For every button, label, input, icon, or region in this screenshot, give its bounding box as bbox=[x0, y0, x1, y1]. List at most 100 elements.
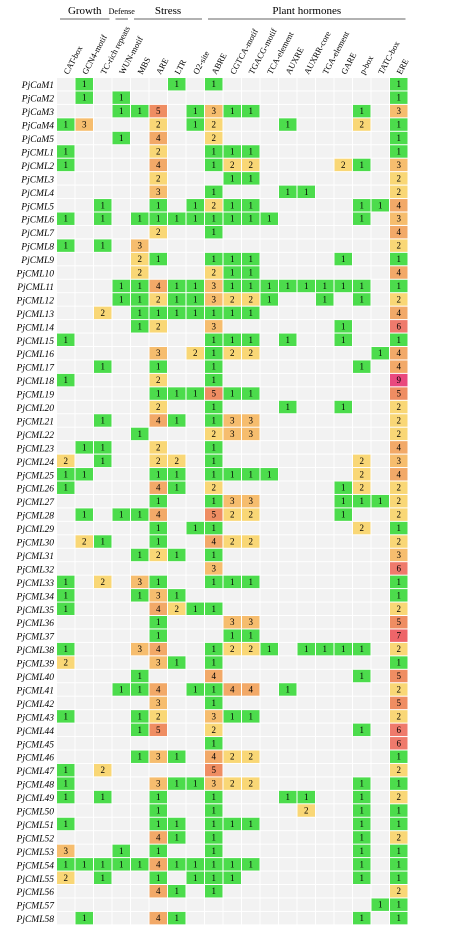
heatmap-cell bbox=[242, 239, 260, 252]
heatmap-cell bbox=[371, 710, 389, 723]
heatmap-cell bbox=[316, 683, 334, 696]
heatmap-cell bbox=[371, 360, 389, 373]
heatmap-cell bbox=[334, 158, 352, 172]
heatmap-cell bbox=[205, 508, 223, 521]
heatmap-cell bbox=[205, 320, 223, 333]
heatmap-cell bbox=[112, 78, 130, 91]
cell-value: 4 bbox=[156, 281, 161, 291]
cell-value: 1 bbox=[212, 375, 217, 385]
heatmap-cell bbox=[186, 104, 204, 118]
heatmap-cell bbox=[242, 521, 260, 535]
heatmap-cell bbox=[334, 898, 352, 911]
heatmap-cell bbox=[297, 347, 315, 360]
heatmap-cell bbox=[242, 589, 260, 602]
cell-value: 1 bbox=[193, 106, 198, 116]
cell-value: 2 bbox=[156, 321, 161, 331]
cell-value: 1 bbox=[175, 832, 180, 842]
heatmap-cell bbox=[205, 710, 223, 723]
heatmap-cell bbox=[75, 844, 93, 858]
heatmap-cell bbox=[260, 252, 278, 266]
cell-value: 1 bbox=[360, 160, 365, 170]
heatmap-cell bbox=[316, 817, 334, 831]
heatmap-cell bbox=[57, 239, 75, 252]
heatmap-cell bbox=[94, 710, 112, 723]
heatmap-cell bbox=[242, 145, 260, 158]
heatmap-cell bbox=[94, 723, 112, 737]
column-label: GARE bbox=[339, 51, 359, 76]
heatmap-cell bbox=[112, 279, 130, 293]
heatmap-cell bbox=[94, 790, 112, 804]
heatmap-cell bbox=[186, 844, 204, 858]
heatmap-cell bbox=[371, 763, 389, 777]
heatmap-cell bbox=[94, 239, 112, 252]
cell-value: 6 bbox=[397, 725, 402, 735]
cell-value: 1 bbox=[230, 214, 235, 224]
heatmap-cell bbox=[57, 293, 75, 306]
heatmap-cell bbox=[371, 293, 389, 306]
heatmap-cell bbox=[242, 898, 260, 911]
heatmap-cell bbox=[316, 333, 334, 346]
cell-value: 7 bbox=[397, 631, 402, 641]
heatmap-cell bbox=[334, 763, 352, 777]
heatmap-cell bbox=[223, 494, 241, 508]
heatmap-cell bbox=[131, 158, 149, 172]
heatmap-cell bbox=[205, 844, 223, 858]
heatmap-cell bbox=[353, 387, 371, 400]
heatmap-cell bbox=[186, 78, 204, 91]
heatmap-cell bbox=[149, 225, 167, 239]
group-label: Plant hormones bbox=[272, 5, 341, 17]
cell-value: 2 bbox=[230, 779, 235, 789]
heatmap-cell bbox=[242, 118, 260, 131]
heatmap-cell bbox=[316, 78, 334, 91]
cell-value: 1 bbox=[193, 120, 198, 130]
cell-value: 1 bbox=[286, 402, 291, 412]
cell-value: 3 bbox=[249, 429, 254, 439]
heatmap-cell bbox=[353, 790, 371, 804]
heatmap-cell bbox=[168, 320, 186, 333]
heatmap-cell bbox=[57, 387, 75, 400]
heatmap-cell bbox=[279, 252, 297, 266]
heatmap-cell bbox=[316, 911, 334, 925]
heatmap-cell bbox=[279, 266, 297, 279]
heatmap-cell bbox=[112, 414, 130, 427]
heatmap-cell bbox=[223, 817, 241, 831]
heatmap-cell bbox=[260, 885, 278, 898]
heatmap-cell bbox=[260, 696, 278, 710]
cell-value: 1 bbox=[175, 913, 180, 923]
heatmap-cell bbox=[205, 118, 223, 131]
column-label: ABRE bbox=[209, 51, 228, 76]
heatmap-cell bbox=[390, 723, 408, 737]
heatmap-cell bbox=[168, 575, 186, 589]
cell-value: 1 bbox=[64, 590, 69, 600]
heatmap-cell bbox=[186, 199, 204, 212]
cell-value: 1 bbox=[267, 214, 272, 224]
heatmap-cell bbox=[205, 468, 223, 481]
heatmap-cell bbox=[186, 118, 204, 131]
heatmap-cell bbox=[242, 360, 260, 373]
heatmap-cell bbox=[223, 548, 241, 562]
heatmap-cell bbox=[223, 602, 241, 615]
cell-value: 1 bbox=[175, 79, 180, 89]
heatmap-cell bbox=[334, 548, 352, 562]
heatmap-cell bbox=[353, 831, 371, 844]
cell-value: 1 bbox=[156, 873, 161, 883]
cell-value: 1 bbox=[212, 698, 217, 708]
heatmap-cell bbox=[371, 104, 389, 118]
cell-value: 2 bbox=[397, 886, 402, 896]
heatmap-cell bbox=[168, 669, 186, 683]
heatmap-cell bbox=[223, 481, 241, 494]
heatmap-cell bbox=[223, 898, 241, 911]
heatmap-cell bbox=[371, 548, 389, 562]
cell-value: 1 bbox=[230, 254, 235, 264]
heatmap-cell bbox=[334, 885, 352, 898]
cell-value: 1 bbox=[64, 214, 69, 224]
heatmap-cell bbox=[334, 427, 352, 441]
heatmap-cell bbox=[260, 642, 278, 656]
heatmap-cell bbox=[186, 387, 204, 400]
cell-value: 1 bbox=[267, 469, 272, 479]
cell-value: 1 bbox=[397, 752, 402, 762]
heatmap-cell bbox=[75, 131, 93, 145]
heatmap-cell bbox=[242, 400, 260, 414]
row-label: PjCML11 bbox=[16, 283, 54, 293]
heatmap-cell bbox=[260, 158, 278, 172]
